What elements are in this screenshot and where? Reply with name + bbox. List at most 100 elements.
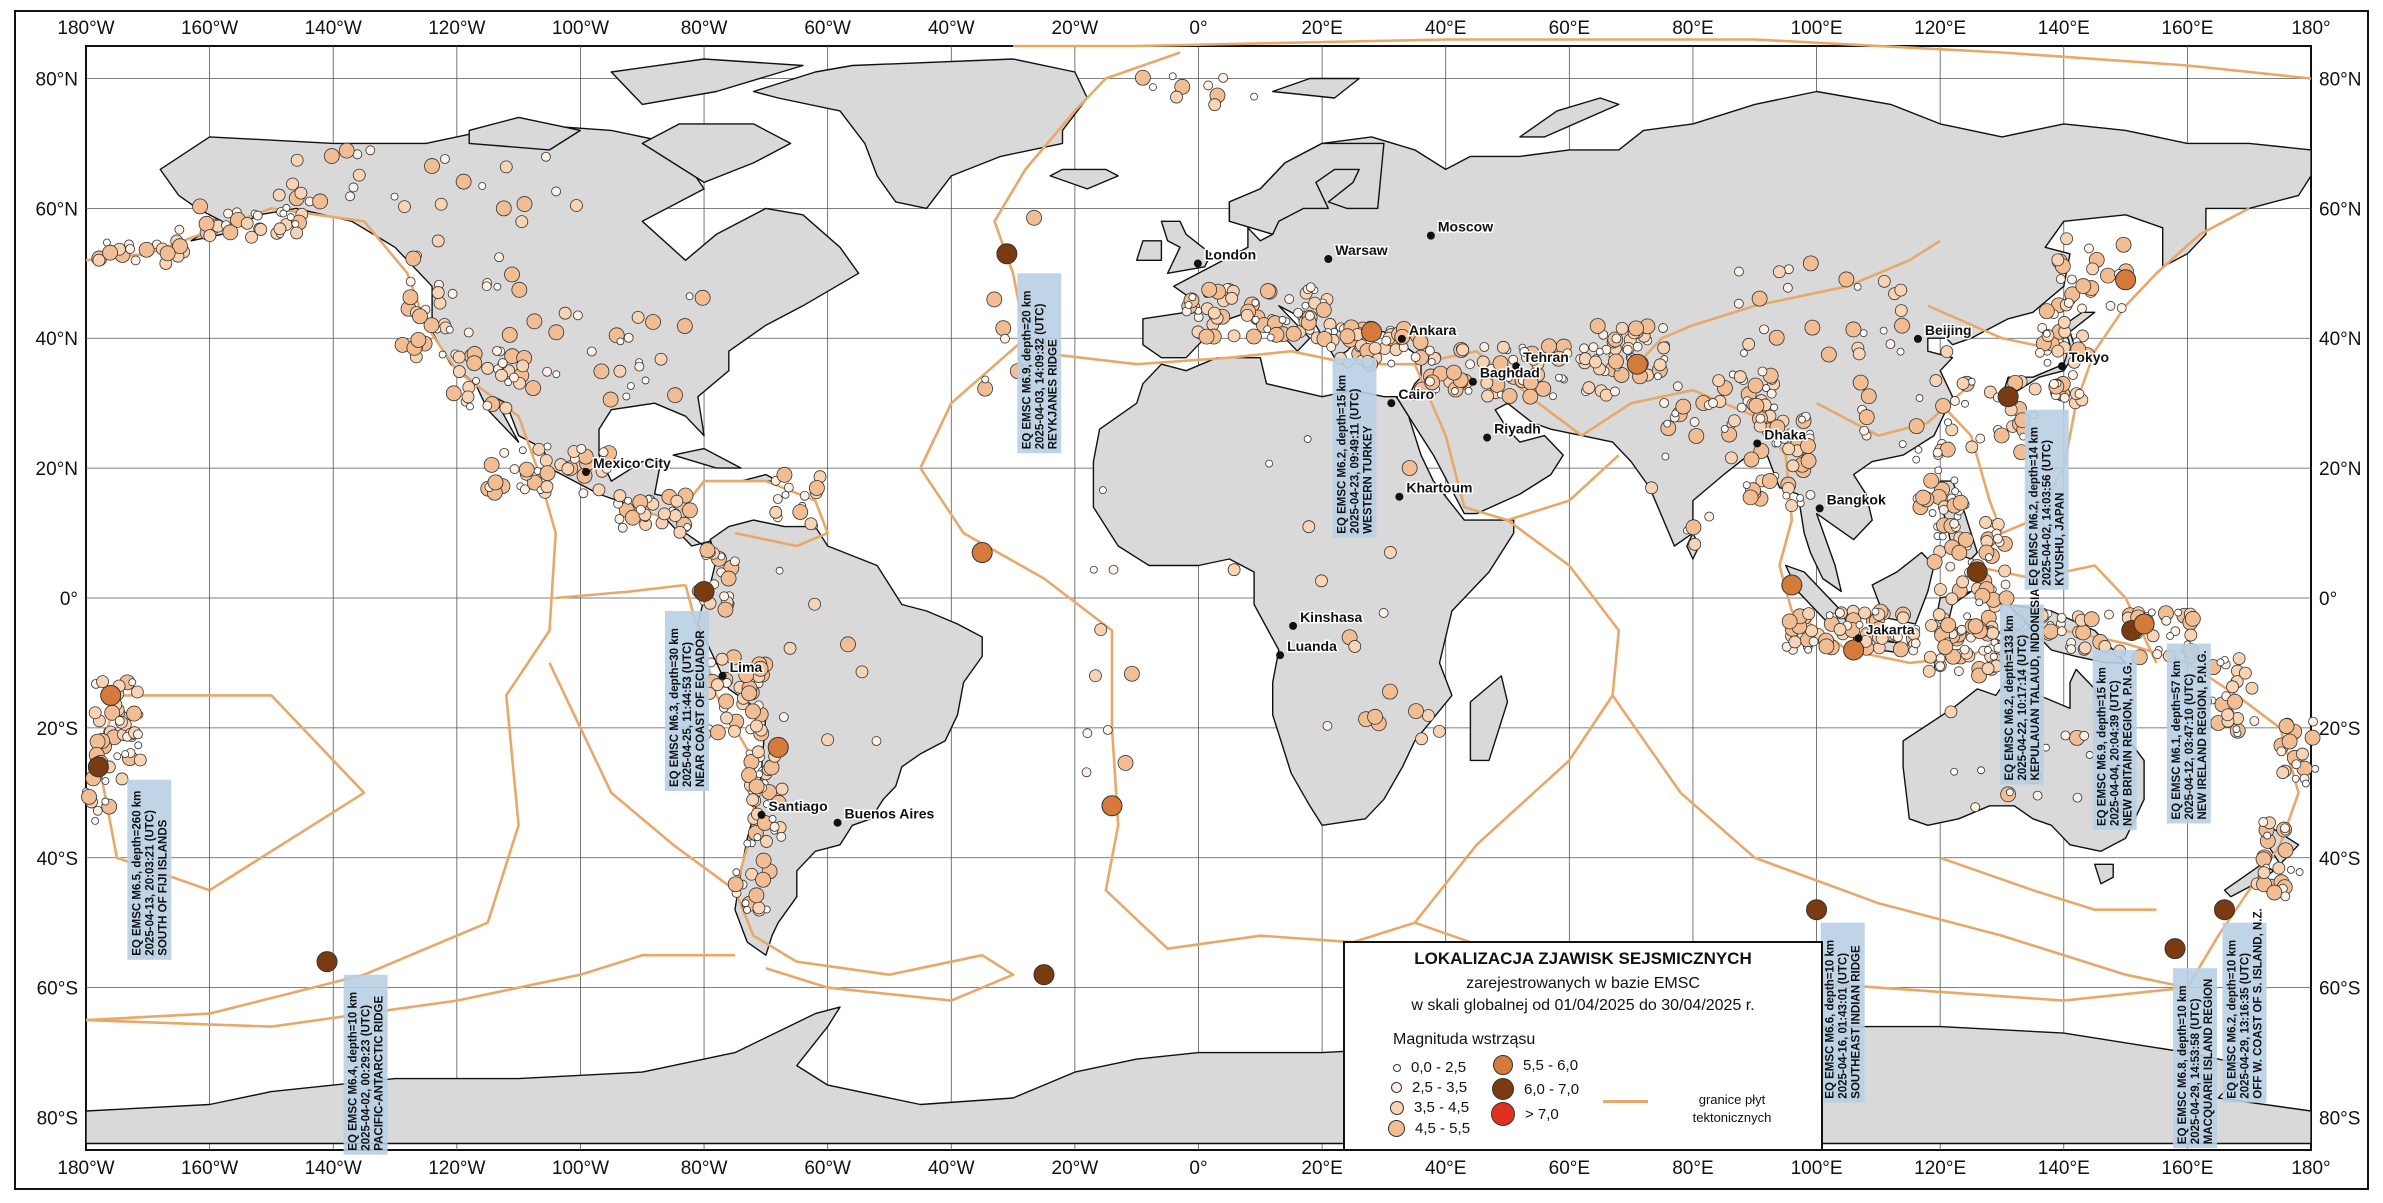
lon-label-top: 60°W [804, 18, 851, 39]
earthquake-marker [792, 504, 809, 520]
major-earthquake-marker [996, 243, 1018, 265]
earthquake-marker [1382, 683, 1398, 700]
earthquake-marker [245, 230, 258, 244]
city-label: Tokyo [2069, 349, 2109, 365]
earthquake-marker [1785, 428, 1796, 439]
earthquake-marker [198, 215, 215, 232]
magnitude-circle-icon [1492, 1078, 1514, 1100]
city-dot [2057, 362, 2066, 371]
earthquake-marker [2255, 851, 2272, 868]
earthquake-marker [1263, 325, 1272, 334]
legend-class-label: > 7,0 [1525, 1105, 1559, 1123]
earthquake-marker [452, 350, 466, 364]
earthquake-marker [96, 675, 109, 689]
coordinate-labels: 180°W 180°W 160°W 160°W 140°W 140°W 120°W 120°W… [36, 18, 2362, 1179]
earthquake-marker [89, 733, 106, 750]
earthquake-marker [1117, 755, 1134, 771]
earthquake-marker [1518, 369, 1527, 378]
earthquake-marker [561, 462, 575, 476]
earthquake-marker [1427, 357, 1436, 366]
earthquake-marker [1688, 537, 1702, 551]
earthquake-marker [1853, 282, 1862, 291]
landmass-tasmania [2094, 863, 2114, 885]
earthquake-marker [1685, 519, 1702, 536]
lon-label-bottom: 60°W [804, 1158, 851, 1179]
earthquake-marker [2308, 716, 2318, 727]
landmass-novaya-zemlya [1519, 97, 1620, 138]
lat-label-left: 80°N [36, 69, 78, 90]
lat-label-right: 80°N [2319, 69, 2361, 90]
earthquake-marker [1134, 69, 1151, 86]
earthquake-marker [840, 636, 856, 653]
earthquake-marker [2281, 733, 2298, 750]
annotation-box [2222, 922, 2267, 1103]
earthquake-marker [2077, 303, 2087, 314]
earthquake-marker [499, 401, 513, 415]
earthquake-marker [1304, 310, 1315, 321]
earthquake-marker [290, 226, 304, 240]
earthquake-marker [743, 839, 752, 848]
earthquake-marker [445, 325, 454, 334]
earthquake-marker [542, 366, 553, 377]
city-dot [1276, 651, 1285, 660]
earthquake-markers [81, 69, 2321, 917]
earthquake-marker [1986, 626, 2000, 640]
annotation-turkey: EQ EMSC M6.2, depth=15 km 2025-04-23, 09:… [1332, 357, 1377, 538]
earthquake-marker [240, 216, 254, 230]
earthquake-marker [2291, 759, 2302, 770]
legend-class-5: 5,5 - 6,0 [1493, 1055, 1578, 1075]
earthquake-marker [2184, 610, 2201, 627]
earthquake-marker [1956, 575, 1969, 589]
earthquake-marker [1108, 564, 1119, 575]
lon-label-bottom: 80°W [681, 1158, 728, 1179]
earthquake-marker [1875, 631, 1889, 645]
earthquake-marker [1977, 766, 1985, 775]
earthquake-marker [497, 358, 508, 368]
earthquake-marker [1805, 624, 1819, 638]
earthquake-marker [455, 173, 472, 190]
earthquake-marker [1225, 291, 1239, 305]
annotation-line: 2025-04-29, 13:16:35 (UTC) [2240, 953, 2252, 1099]
annotation-macquarie: EQ EMSC M6.8, depth=10 km 2025-04-29, 14:… [2173, 968, 2217, 1149]
major-earthquake-marker [316, 951, 338, 973]
city-label: Mexico City [593, 455, 671, 471]
earthquake-marker [808, 597, 821, 611]
earthquake-marker [511, 281, 528, 298]
earthquake-marker [81, 788, 97, 805]
earthquake-marker [2216, 658, 2225, 667]
earthquake-marker [682, 502, 698, 519]
earthquake-marker [1998, 564, 2012, 578]
earthquake-marker [573, 310, 583, 321]
earthquake-marker [804, 517, 818, 531]
earthquake-marker [732, 868, 741, 877]
earthquake-marker [593, 363, 610, 380]
earthquake-marker [125, 244, 135, 254]
earthquake-marker [1818, 638, 1835, 655]
earthquake-marker [2146, 629, 2160, 643]
earthquake-marker [159, 245, 176, 262]
plate-boundary [1630, 239, 1941, 372]
earthquake-marker [2028, 382, 2042, 396]
earthquake-marker [2005, 788, 2014, 797]
earthquake-marker [631, 310, 645, 324]
earthquake-marker [1265, 459, 1274, 468]
earthquake-marker [1773, 439, 1782, 448]
plate-boundary [1013, 38, 2312, 80]
earthquake-marker [1951, 487, 1960, 496]
earthquake-marker [433, 296, 447, 310]
earthquake-marker [1481, 389, 1495, 403]
major-earthquake-marker [1033, 964, 1055, 986]
earthquake-marker [685, 292, 694, 301]
earthquake-marker [1932, 447, 1943, 458]
earthquake-marker [1736, 402, 1747, 413]
city-dot [1324, 255, 1333, 264]
earthquake-marker [1991, 517, 2005, 531]
earthquake-marker [1632, 341, 1643, 352]
earthquake-marker [1615, 321, 1629, 335]
earthquake-marker [2147, 608, 2156, 617]
earthquake-marker [2070, 341, 2087, 358]
earthquake-marker [1720, 425, 1729, 433]
earthquake-marker [1975, 433, 1986, 444]
earthquake-marker [1496, 340, 1510, 354]
earthquake-marker [1981, 662, 1995, 675]
